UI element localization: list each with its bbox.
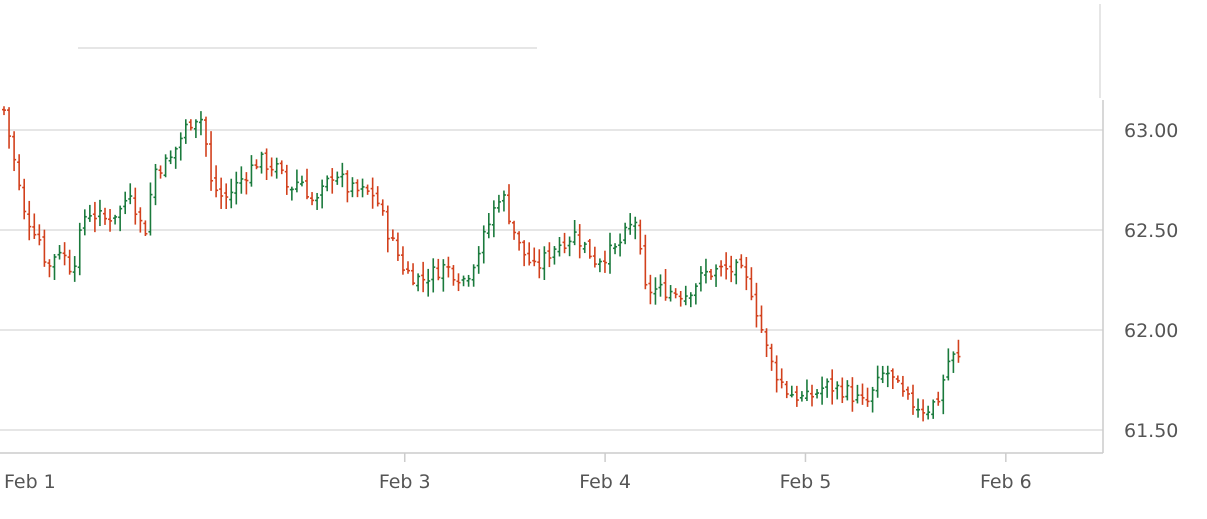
ohlc-bars <box>2 106 961 422</box>
y-tick-label: 62.00 <box>1124 320 1178 342</box>
y-axis-ticks: 63.00 62.50 62.00 61.50 <box>1124 120 1178 442</box>
x-tick-label: Feb 3 <box>379 471 431 493</box>
y-tick-label: 63.00 <box>1124 120 1178 142</box>
y-tick-label: 62.50 <box>1124 220 1178 242</box>
x-tick-label: Feb 6 <box>980 471 1032 493</box>
x-tick-label: Feb 5 <box>780 471 832 493</box>
x-axis-ticks: Feb 1 Feb 3 Feb 4 Feb 5 Feb 6 <box>4 453 1032 493</box>
x-tick-label: Feb 1 <box>4 471 56 493</box>
gridlines <box>0 129 1103 431</box>
y-tick-label: 61.50 <box>1124 420 1178 442</box>
x-tick-label: Feb 4 <box>579 471 631 493</box>
